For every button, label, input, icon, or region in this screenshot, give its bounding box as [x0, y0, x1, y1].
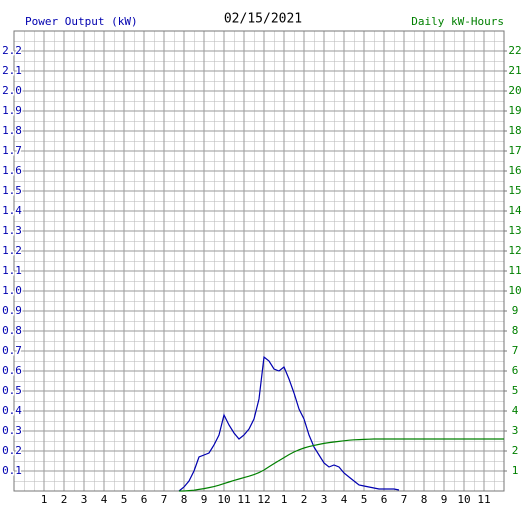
x-tick-label: 9 — [201, 493, 208, 506]
x-tick-label: 5 — [361, 493, 368, 506]
x-tick-label: 1 — [41, 493, 48, 506]
y2-tick-label: 11 — [508, 264, 521, 277]
x-tick-label: 4 — [341, 493, 348, 506]
y-tick-label: 1.6 — [2, 164, 22, 177]
x-tick-label: 9 — [441, 493, 448, 506]
y2-tick-label: 3 — [512, 424, 519, 437]
y2-tick-label: 12 — [508, 244, 521, 257]
x-tick-label: 3 — [321, 493, 328, 506]
y-tick-label: 0.9 — [2, 304, 22, 317]
y2-tick-label: 21 — [508, 64, 521, 77]
y2-tick-label: 6 — [512, 364, 519, 377]
x-tick-label: 12 — [257, 493, 270, 506]
y2-tick-label: 4 — [512, 404, 519, 417]
y-tick-label: 1.7 — [2, 144, 22, 157]
y2-tick-label: 18 — [508, 124, 521, 137]
y2-tick-label: 22 — [508, 44, 521, 57]
y-tick-label: 2.2 — [2, 44, 22, 57]
y-tick-label: 0.7 — [2, 344, 22, 357]
y2-tick-label: 7 — [512, 344, 519, 357]
y2-tick-label: 15 — [508, 184, 521, 197]
x-tick-label: 7 — [401, 493, 408, 506]
x-tick-label: 8 — [421, 493, 428, 506]
plot-frame — [13, 30, 505, 492]
y-tick-label: 0.1 — [2, 464, 22, 477]
left-axis-label: Power Output (kW) — [25, 15, 138, 28]
y-tick-label: 1.4 — [2, 204, 22, 217]
x-tick-label: 5 — [121, 493, 128, 506]
y-tick-label: 0.5 — [2, 384, 22, 397]
y2-tick-label: 20 — [508, 84, 521, 97]
y2-tick-label: 13 — [508, 224, 521, 237]
x-tick-label: 10 — [217, 493, 230, 506]
data-line — [178, 355, 400, 492]
y2-tick-label: 9 — [512, 304, 519, 317]
y-tick-label: 0.8 — [2, 324, 22, 337]
x-tick-label: 8 — [181, 493, 188, 506]
y-tick-label: 0.3 — [2, 424, 22, 437]
y2-tick-label: 8 — [512, 324, 519, 337]
y-tick-label: 0.2 — [2, 444, 22, 457]
data-line — [179, 438, 504, 492]
x-tick-label: 1 — [281, 493, 288, 506]
plot-grid — [14, 31, 504, 491]
x-tick-label: 11 — [237, 493, 250, 506]
x-tick-label: 2 — [61, 493, 68, 506]
y-tick-label: 1.0 — [2, 284, 22, 297]
x-tick-label: 10 — [457, 493, 470, 506]
y2-tick-label: 19 — [508, 104, 521, 117]
x-tick-label: 6 — [141, 493, 148, 506]
y-tick-label: 2.1 — [2, 64, 22, 77]
y2-tick-label: 10 — [508, 284, 521, 297]
y-tick-label: 1.3 — [2, 224, 22, 237]
y-tick-label: 1.2 — [2, 244, 22, 257]
x-tick-label: 3 — [81, 493, 88, 506]
y-tick-label: 1.5 — [2, 184, 22, 197]
y-tick-label: 0.4 — [2, 404, 22, 417]
y2-tick-label: 1 — [512, 464, 519, 477]
y-tick-label: 1.9 — [2, 104, 22, 117]
y2-tick-label: 5 — [512, 384, 519, 397]
y-tick-label: 2.0 — [2, 84, 22, 97]
y-tick-label: 1.1 — [2, 264, 22, 277]
y-tick-label: 0.6 — [2, 364, 22, 377]
chart-title: 02/15/2021 — [224, 12, 302, 27]
y2-tick-label: 17 — [508, 144, 521, 157]
y-tick-label: 1.8 — [2, 124, 22, 137]
y2-tick-label: 16 — [508, 164, 521, 177]
x-tick-label: 6 — [381, 493, 388, 506]
x-tick-label: 7 — [161, 493, 168, 506]
x-tick-label: 4 — [101, 493, 108, 506]
x-tick-label: 2 — [301, 493, 308, 506]
right-axis-label: Daily kW-Hours — [411, 15, 504, 28]
y2-tick-label: 14 — [508, 204, 522, 217]
y2-tick-label: 2 — [512, 444, 519, 457]
x-tick-label: 11 — [477, 493, 490, 506]
